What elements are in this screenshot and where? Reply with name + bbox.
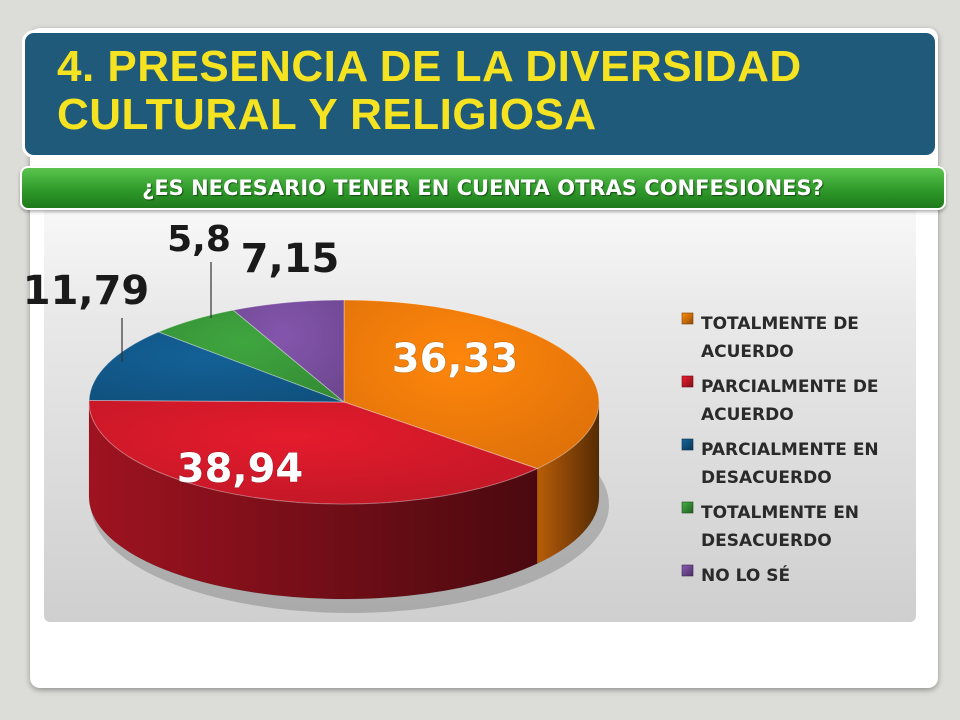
legend-item-3: TOTALMENTE EN DESACUERDO xyxy=(681,501,859,551)
legend-item-1: PARCIALMENTE DE ACUERDO xyxy=(681,375,879,425)
title-bar: 4. PRESENCIA DE LA DIVERSIDAD CULTURAL Y… xyxy=(22,30,938,158)
data-label-4: 7,15 xyxy=(241,236,340,282)
legend-label-4: NO LO SÉ xyxy=(701,564,790,586)
legend-swatch-2 xyxy=(681,438,694,451)
legend-swatch-0 xyxy=(681,312,694,325)
pie-slice-2 xyxy=(88,331,345,403)
legend-label-1: PARCIALMENTE DE ACUERDO xyxy=(701,377,879,425)
pie-slice-1 xyxy=(88,399,539,505)
question-banner: ¿ES NECESARIO TENER EN CUENTA OTRAS CONF… xyxy=(20,166,946,210)
pie-slice-0 xyxy=(343,299,600,470)
legend-label-2: PARCIALMENTE EN DESACUERDO xyxy=(701,440,879,488)
slide-title: 4. PRESENCIA DE LA DIVERSIDAD CULTURAL Y… xyxy=(57,42,802,139)
pie-slice-3 xyxy=(157,309,345,403)
data-label-3: 5,8 xyxy=(167,219,231,260)
data-label-0: 36,33 xyxy=(392,336,519,382)
question-text: ¿ES NECESARIO TENER EN CUENTA OTRAS CONF… xyxy=(142,176,824,200)
data-label-2: 11,79 xyxy=(23,268,150,314)
legend-swatch-3 xyxy=(681,501,694,514)
legend-item-4: NO LO SÉ xyxy=(681,564,790,586)
legend-label-0: TOTALMENTE DE ACUERDO xyxy=(701,314,859,362)
pie-slice-4 xyxy=(232,299,345,404)
legend-item-0: TOTALMENTE DE ACUERDO xyxy=(681,312,859,362)
legend-label-3: TOTALMENTE EN DESACUERDO xyxy=(701,503,859,551)
legend-swatch-4 xyxy=(681,564,694,577)
data-label-1: 38,94 xyxy=(177,446,304,492)
legend-item-2: PARCIALMENTE EN DESACUERDO xyxy=(681,438,879,488)
legend-swatch-1 xyxy=(681,375,694,388)
